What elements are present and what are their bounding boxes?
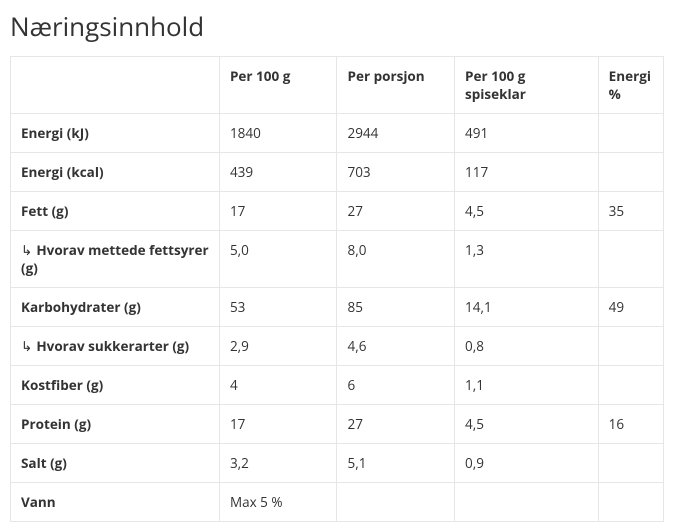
cell: 4,5 <box>455 405 599 444</box>
row-label-text: Energi (kcal) <box>21 163 104 181</box>
row-label-text: Energi (kJ) <box>21 124 89 142</box>
table-row: Energi (kcal) 439703117 <box>11 153 664 192</box>
cell <box>598 444 663 483</box>
cell: 6 <box>337 366 455 405</box>
cell: 27 <box>337 192 455 231</box>
cell: 49 <box>598 288 663 327</box>
cell: 491 <box>455 114 599 153</box>
cell: 17 <box>219 405 337 444</box>
page-title: Næringsinnhold <box>10 8 664 44</box>
cell: 439 <box>219 153 337 192</box>
cell: 14,1 <box>455 288 599 327</box>
row-label: Fett (g) <box>11 192 220 231</box>
cell: 5,0 <box>219 231 337 288</box>
table-row: Kostfiber (g) 461,1 <box>11 366 664 405</box>
table-row: ↳Hvorav sukkerarter (g)2,94,60,8 <box>11 327 664 366</box>
row-label: Protein (g) <box>11 405 220 444</box>
cell: 4,6 <box>337 327 455 366</box>
row-label: Energi (kcal) <box>11 153 220 192</box>
table-row: Vann Max 5 % <box>11 483 664 522</box>
row-label-text: Hvorav sukkerarter (g) <box>36 337 189 355</box>
col-header-porsjon: Per porsjon <box>337 57 455 114</box>
cell: 85 <box>337 288 455 327</box>
col-header-spiseklar: Per 100 g spiseklar <box>455 57 599 114</box>
col-header-energi: Energi % <box>598 57 663 114</box>
cell: 35 <box>598 192 663 231</box>
row-label-text: Fett (g) <box>21 202 68 220</box>
table-row: Karbohydrater (g) 538514,149 <box>11 288 664 327</box>
cell: 27 <box>337 405 455 444</box>
cell: 5,1 <box>337 444 455 483</box>
cell: 17 <box>219 192 337 231</box>
row-label: Salt (g) <box>11 444 220 483</box>
cell <box>598 327 663 366</box>
row-label: Karbohydrater (g) <box>11 288 220 327</box>
cell: 1,3 <box>455 231 599 288</box>
cell <box>598 483 663 522</box>
table-row: Salt (g) 3,25,10,9 <box>11 444 664 483</box>
table-header-row: Per 100 g Per porsjon Per 100 g spisekla… <box>11 57 664 114</box>
row-label-text: Vann <box>21 493 56 511</box>
cell: 2,9 <box>219 327 337 366</box>
table-row: Fett (g) 17274,535 <box>11 192 664 231</box>
cell <box>598 114 663 153</box>
row-label: Vann <box>11 483 220 522</box>
col-header-per100g: Per 100 g <box>219 57 337 114</box>
cell: Max 5 % <box>219 483 337 522</box>
cell <box>598 153 663 192</box>
cell: 2944 <box>337 114 455 153</box>
row-label: ↳Hvorav mettede fettsyrer (g) <box>11 231 220 288</box>
row-label: ↳Hvorav sukkerarter (g) <box>11 327 220 366</box>
row-label-text: Karbohydrater (g) <box>21 298 141 316</box>
cell: 8,0 <box>337 231 455 288</box>
cell: 4 <box>219 366 337 405</box>
nutrition-table-body: Energi (kJ) 18402944491 Energi (kcal) 43970… <box>11 114 664 522</box>
cell: 16 <box>598 405 663 444</box>
table-row: Protein (g) 17274,516 <box>11 405 664 444</box>
cell: 1,1 <box>455 366 599 405</box>
cell: 3,2 <box>219 444 337 483</box>
cell: 703 <box>337 153 455 192</box>
cell <box>337 483 455 522</box>
col-header-empty <box>11 57 220 114</box>
cell: 53 <box>219 288 337 327</box>
cell: 4,5 <box>455 192 599 231</box>
cell: 1840 <box>219 114 337 153</box>
sub-arrow-icon: ↳ <box>21 241 32 259</box>
cell <box>455 483 599 522</box>
cell: 0,8 <box>455 327 599 366</box>
row-label-text: Hvorav mettede fettsyrer (g) <box>21 241 209 277</box>
row-label: Energi (kJ) <box>11 114 220 153</box>
nutrition-table: Per 100 g Per porsjon Per 100 g spisekla… <box>10 56 664 522</box>
cell: 0,9 <box>455 444 599 483</box>
table-row: Energi (kJ) 18402944491 <box>11 114 664 153</box>
sub-arrow-icon: ↳ <box>21 337 32 355</box>
row-label-text: Salt (g) <box>21 454 67 472</box>
table-row: ↳Hvorav mettede fettsyrer (g)5,08,01,3 <box>11 231 664 288</box>
row-label-text: Kostfiber (g) <box>21 376 103 394</box>
row-label: Kostfiber (g) <box>11 366 220 405</box>
cell <box>598 231 663 288</box>
cell <box>598 366 663 405</box>
cell: 117 <box>455 153 599 192</box>
row-label-text: Protein (g) <box>21 415 91 433</box>
